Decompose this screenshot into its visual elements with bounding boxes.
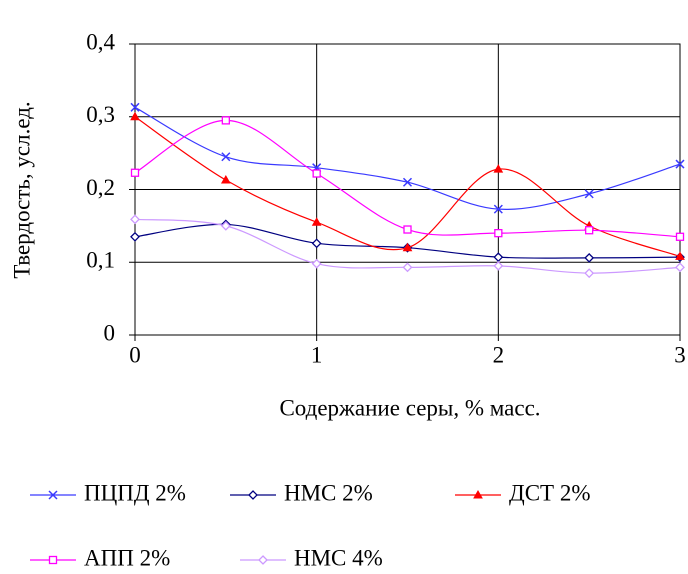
- x-tick-label: 1: [311, 342, 323, 367]
- y-tick-label: 0,2: [86, 175, 115, 200]
- marker: [130, 168, 140, 177]
- series-line: [134, 119, 681, 238]
- series-line: [134, 116, 681, 257]
- x-axis-label: Содержание серы, % масс.: [279, 395, 540, 420]
- x-tick-label: 3: [674, 342, 686, 367]
- marker: [584, 268, 595, 279]
- legend-label: НМС 2%: [284, 480, 373, 505]
- legend-label: НМС 4%: [294, 545, 383, 570]
- y-tick-label: 0,3: [86, 102, 115, 127]
- marker: [311, 258, 322, 269]
- x-tick-label: 0: [129, 342, 141, 367]
- marker: [585, 226, 594, 235]
- marker: [311, 217, 322, 226]
- y-tick-label: 0,4: [86, 29, 115, 54]
- legend-entry: НМС 4%: [240, 545, 383, 570]
- legend-entry: ДСТ 2%: [455, 480, 591, 505]
- legend-label: АПП 2%: [84, 545, 170, 570]
- plot-frame: [134, 43, 681, 336]
- marker: [494, 228, 503, 238]
- legend-entry: ПЦПД 2%: [30, 480, 186, 505]
- marker: [403, 225, 412, 234]
- marker: [220, 175, 231, 184]
- marker: [221, 116, 230, 125]
- marker: [584, 252, 595, 263]
- marker: [312, 169, 321, 178]
- legend-label: ДСТ 2%: [509, 480, 591, 505]
- legend-marker: [258, 555, 268, 565]
- legend-entry: НМС 2%: [230, 480, 373, 505]
- x-tick-label: 2: [493, 342, 505, 367]
- marker: [584, 189, 594, 199]
- marker: [493, 260, 504, 271]
- marker: [675, 232, 685, 241]
- marker: [311, 238, 322, 249]
- marker: [675, 159, 685, 169]
- marker: [402, 242, 413, 252]
- marker: [221, 152, 231, 162]
- marker: [402, 262, 413, 273]
- legend-label: ПЦПД 2%: [84, 480, 186, 505]
- marker: [130, 214, 140, 225]
- marker: [493, 252, 504, 263]
- y-tick-label: 0,1: [86, 248, 115, 273]
- marker: [130, 111, 140, 121]
- legend-entry: АПП 2%: [30, 545, 170, 570]
- y-tick-label: 0: [104, 320, 116, 345]
- series-line: [134, 106, 681, 210]
- marker: [675, 251, 685, 260]
- y-axis-label: Твердость, усл.ед.: [9, 101, 34, 278]
- marker: [493, 164, 504, 173]
- legend-marker: [473, 489, 483, 499]
- legend-marker: [48, 490, 58, 500]
- marker: [220, 220, 231, 231]
- marker: [675, 262, 685, 273]
- legend-marker: [48, 555, 58, 565]
- marker: [493, 204, 503, 214]
- legend-marker: [248, 490, 258, 500]
- marker: [130, 102, 140, 112]
- marker: [130, 231, 140, 242]
- marker: [402, 177, 413, 187]
